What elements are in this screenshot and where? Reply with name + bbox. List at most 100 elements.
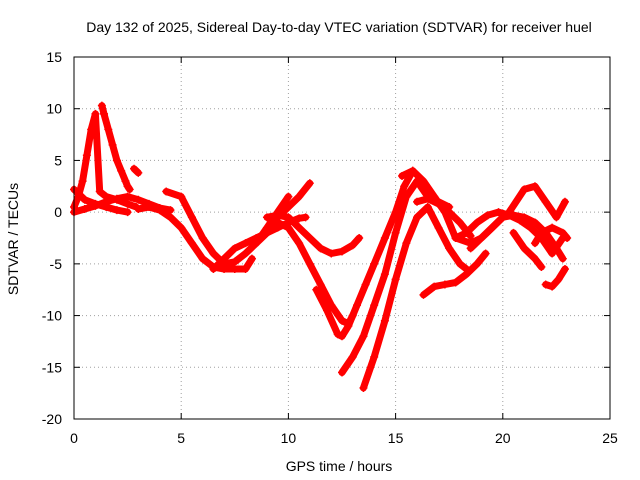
series-sat-x — [541, 265, 569, 291]
series-layer — [70, 101, 572, 392]
data-point — [312, 285, 321, 294]
axis-ticks: 0 5 10 15 20 25 -20 -15 -10 -5 0 5 10 15 — [42, 49, 618, 446]
data-point — [537, 228, 546, 237]
data-point — [104, 125, 113, 134]
data-point — [252, 239, 261, 248]
data-point — [408, 166, 417, 175]
data-point — [322, 306, 331, 315]
data-point — [87, 125, 96, 134]
data-point — [316, 280, 325, 289]
data-point — [380, 270, 389, 279]
data-point — [121, 177, 130, 186]
data-point — [327, 249, 336, 258]
data-point — [187, 213, 196, 222]
data-point — [552, 213, 561, 222]
data-point — [177, 223, 186, 232]
x-axis-label: GPS time / hours — [286, 458, 393, 474]
data-point — [400, 182, 409, 191]
data-point — [305, 234, 314, 242]
data-point — [338, 247, 346, 256]
data-point — [563, 234, 572, 242]
data-point — [488, 223, 497, 232]
data-point — [466, 244, 475, 253]
data-point — [430, 282, 439, 291]
series-trace — [505, 182, 569, 221]
data-point — [273, 211, 282, 220]
data-point — [117, 166, 126, 175]
data-point — [440, 280, 449, 289]
data-point — [509, 228, 518, 237]
data-point — [434, 199, 443, 208]
data-point — [241, 265, 250, 274]
data-point — [327, 301, 336, 310]
data-point — [295, 223, 304, 232]
data-point — [348, 241, 357, 250]
y-axis-label: SDTVAR / TECUs — [5, 183, 21, 295]
series-trace — [312, 167, 417, 340]
data-point — [284, 223, 293, 232]
series-sat-m — [312, 166, 417, 341]
data-point — [445, 244, 454, 253]
data-point — [554, 275, 563, 284]
data-point — [82, 151, 91, 160]
data-point — [548, 223, 557, 232]
data-point — [230, 244, 239, 253]
data-point — [413, 213, 422, 222]
data-point — [445, 208, 454, 217]
data-point — [494, 208, 503, 217]
data-point — [455, 259, 464, 268]
data-point — [509, 211, 518, 220]
data-point — [134, 205, 143, 214]
data-point — [402, 239, 411, 248]
series-sat-v — [505, 182, 569, 222]
data-point — [398, 171, 407, 180]
data-point — [78, 177, 87, 186]
series-trace — [510, 229, 545, 271]
data-point — [95, 187, 104, 196]
series-trace — [263, 211, 363, 257]
data-point — [209, 265, 218, 274]
data-point — [100, 109, 109, 118]
data-point — [241, 239, 250, 248]
y-tick-label: 5 — [54, 152, 62, 168]
data-point — [520, 244, 529, 253]
data-point — [262, 223, 271, 232]
data-point — [505, 208, 514, 217]
data-point — [295, 214, 304, 223]
data-point — [560, 197, 569, 206]
data-point — [391, 228, 400, 237]
series-sat-g — [162, 187, 256, 274]
data-point — [380, 234, 389, 242]
data-point — [530, 182, 539, 191]
data-point — [560, 265, 569, 274]
data-point — [230, 265, 239, 274]
data-point — [355, 234, 364, 242]
y-tick-label: 0 — [54, 204, 62, 220]
y-tick-label: -15 — [42, 359, 62, 375]
data-point — [423, 202, 432, 211]
data-point — [391, 275, 400, 284]
data-point — [520, 185, 529, 194]
data-point — [155, 206, 164, 215]
series-sat-l — [273, 218, 357, 328]
series-sat-b — [97, 101, 134, 194]
data-point — [434, 223, 443, 232]
data-point — [423, 194, 432, 203]
data-point — [370, 352, 379, 361]
y-tick-label: -20 — [42, 411, 62, 427]
data-point — [402, 192, 411, 201]
data-point — [419, 290, 428, 299]
data-point — [558, 254, 567, 263]
data-point — [123, 208, 132, 217]
x-tick-label: 5 — [177, 430, 185, 446]
data-point — [162, 187, 171, 196]
data-point — [530, 239, 539, 248]
series-trace — [98, 102, 134, 193]
series-trace — [467, 211, 567, 263]
data-point — [473, 218, 482, 227]
data-point — [316, 244, 325, 253]
data-point — [361, 280, 370, 289]
data-point — [220, 259, 229, 268]
data-point — [498, 213, 507, 222]
